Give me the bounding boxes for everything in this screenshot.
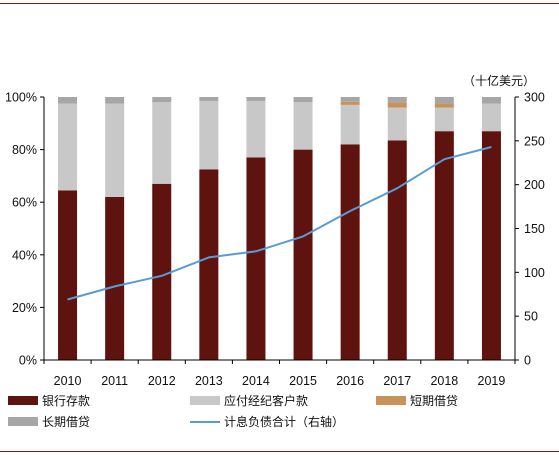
bar-segment-2010-s0 xyxy=(58,190,78,360)
bar-segment-2017-s3 xyxy=(387,97,407,103)
bar-segment-2018-s1 xyxy=(434,107,454,132)
bar-segment-2011-s0 xyxy=(105,196,125,360)
x-tick-label-2017: 2017 xyxy=(383,374,411,388)
left-tick-label-2: 40% xyxy=(12,248,37,262)
bar-segment-2012-s3 xyxy=(152,97,172,103)
legend-swatch-bank-deposits xyxy=(8,396,38,405)
right-tick-label-2: 100 xyxy=(524,266,545,280)
bar-segment-2016-s2 xyxy=(340,101,360,105)
x-tick-label-2011: 2011 xyxy=(101,374,128,388)
legend-item-bank-deposits: 银行存款 xyxy=(8,392,90,409)
bar-segment-2013-s1 xyxy=(199,100,219,170)
legend-label-broker-payables: 应付经纪客户款 xyxy=(224,394,309,408)
bar-segment-2018-s0 xyxy=(434,131,454,360)
left-tick-label-0: 0% xyxy=(19,354,37,368)
left-tick-label-5: 100% xyxy=(5,91,37,105)
bars-group xyxy=(58,97,501,360)
bar-segment-2015-s3 xyxy=(293,97,313,103)
bar-segment-2016-s3 xyxy=(340,97,360,102)
bar-segment-2013-s3 xyxy=(199,97,219,101)
line-series-total-0 xyxy=(67,146,492,301)
bar-segment-2012-s0 xyxy=(152,183,172,360)
legend-item-short-term-borrowings: 短期借贷 xyxy=(376,392,458,409)
bar-segment-2014-s3 xyxy=(246,97,266,101)
x-tick-label-2018: 2018 xyxy=(430,374,458,388)
legend-item-long-term-borrowings: 长期借贷 xyxy=(8,413,90,430)
bar-segment-2013-s0 xyxy=(199,169,219,360)
x-tick-label-2010: 2010 xyxy=(54,374,82,388)
bar-segment-2018-s2 xyxy=(434,103,454,108)
bar-segment-2016-s0 xyxy=(340,144,360,360)
right-tick-label-4: 200 xyxy=(524,178,545,192)
legend: 银行存款 应付经纪客户款 短期借贷 长期借贷 计息负债合计（右轴） xyxy=(0,390,559,434)
stacked-bar-line-chart: 0% 20% 40% 60% 80% 100% 0 50 100 150 200 250 300 2010… xyxy=(5,73,545,389)
x-tick-label-2012: 2012 xyxy=(148,374,176,388)
x-tick-label-2013: 2013 xyxy=(195,374,223,388)
legend-label-long-term-borrowings: 长期借贷 xyxy=(42,415,91,429)
legend-swatch-long-term-borrowings xyxy=(8,417,38,426)
right-tick-label-0: 0 xyxy=(524,354,531,368)
right-tick-label-3: 150 xyxy=(524,222,545,236)
top-border-line xyxy=(0,3,559,4)
bar-segment-2014-s1 xyxy=(246,100,266,158)
left-tick-label-3: 60% xyxy=(12,196,37,210)
legend-label-bank-deposits: 银行存款 xyxy=(42,394,91,408)
bar-segment-2019-s1 xyxy=(481,103,501,132)
line-series-group xyxy=(67,146,492,301)
legend-swatch-broker-payables xyxy=(190,396,220,405)
right-tick-label-6: 300 xyxy=(524,91,545,105)
legend-swatch-short-term-borrowings xyxy=(376,396,406,405)
bar-segment-2012-s1 xyxy=(152,102,172,184)
bar-segment-2015-s1 xyxy=(293,102,313,150)
right-tick-label-5: 250 xyxy=(524,134,545,148)
x-tick-label-2016: 2016 xyxy=(336,374,364,388)
bar-segment-2015-s0 xyxy=(293,149,313,360)
x-tick-label-2014: 2014 xyxy=(242,374,270,388)
legend-swatch-total-line xyxy=(190,420,220,423)
legend-item-total-interest-bearing-liabilities: 计息负债合计（右轴） xyxy=(190,413,344,430)
bar-segment-2019-s3 xyxy=(481,97,501,104)
bar-segment-2010-s3 xyxy=(58,97,78,104)
legend-label-total-line: 计息负债合计（右轴） xyxy=(224,415,345,429)
right-tick-label-1: 50 xyxy=(524,310,538,324)
bar-segment-2011-s1 xyxy=(105,103,125,197)
right-axis-unit-label: （十亿美元） xyxy=(463,73,535,88)
left-tick-label-1: 20% xyxy=(12,301,37,315)
bar-segment-2018-s3 xyxy=(434,97,454,104)
bar-segment-2011-s3 xyxy=(105,97,125,104)
bar-segment-2016-s1 xyxy=(340,104,360,145)
bottom-border-line xyxy=(0,451,559,452)
bar-segment-2010-s1 xyxy=(58,103,78,191)
bar-segment-2017-s1 xyxy=(387,107,407,141)
x-tick-label-2019: 2019 xyxy=(478,374,506,388)
bar-segment-2019-s0 xyxy=(481,131,501,360)
x-tick-label-2015: 2015 xyxy=(289,374,317,388)
left-tick-label-4: 80% xyxy=(12,143,37,157)
bar-segment-2017-s2 xyxy=(387,102,407,108)
bar-segment-2017-s0 xyxy=(387,140,407,360)
legend-item-broker-payables: 应付经纪客户款 xyxy=(190,392,308,409)
bar-segment-2014-s0 xyxy=(246,157,266,360)
axes-group: 0% 20% 40% 60% 80% 100% 0 50 100 150 200 250 300 2010… xyxy=(5,91,545,389)
legend-label-short-term-borrowings: 短期借贷 xyxy=(410,394,459,408)
